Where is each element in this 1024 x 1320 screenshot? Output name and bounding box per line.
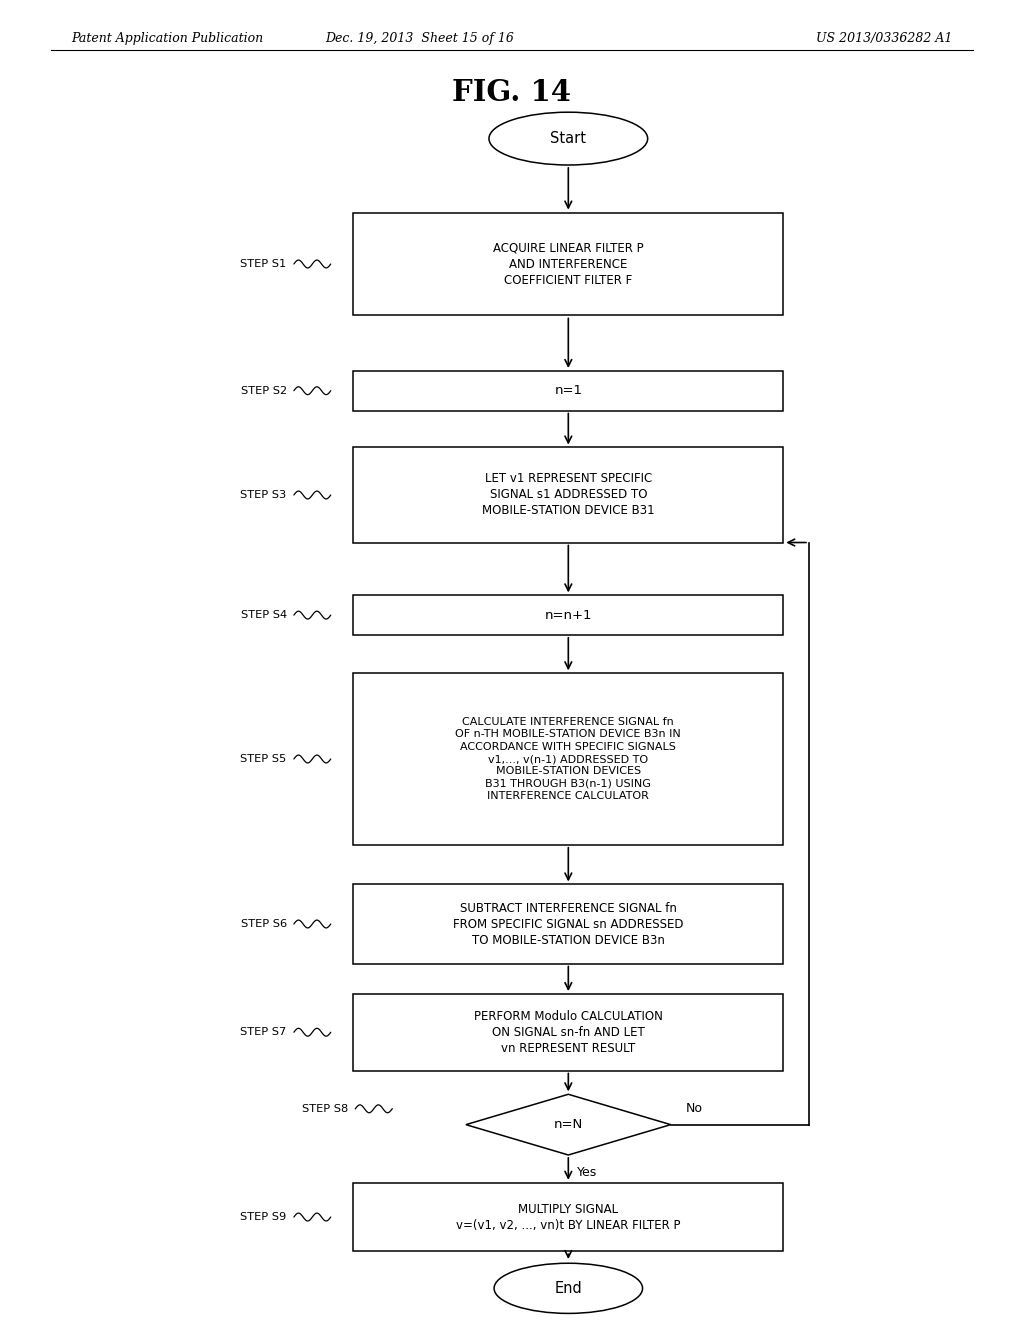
FancyBboxPatch shape	[353, 994, 783, 1071]
FancyBboxPatch shape	[353, 213, 783, 315]
Text: Yes: Yes	[577, 1166, 597, 1179]
Text: STEP S5: STEP S5	[241, 754, 287, 764]
Text: CALCULATE INTERFERENCE SIGNAL fn
OF n-TH MOBILE-STATION DEVICE B3n IN
ACCORDANCE: CALCULATE INTERFERENCE SIGNAL fn OF n-TH…	[456, 717, 681, 801]
Text: MULTIPLY SIGNAL
v=(v1, v2, ..., vn)t BY LINEAR FILTER P: MULTIPLY SIGNAL v=(v1, v2, ..., vn)t BY …	[456, 1203, 681, 1232]
Text: STEP S2: STEP S2	[241, 385, 287, 396]
Text: Start: Start	[550, 131, 587, 147]
Text: STEP S8: STEP S8	[302, 1104, 348, 1114]
FancyBboxPatch shape	[353, 371, 783, 411]
Text: n=N: n=N	[554, 1118, 583, 1131]
FancyBboxPatch shape	[353, 884, 783, 964]
Text: End: End	[554, 1280, 583, 1296]
Text: US 2013/0336282 A1: US 2013/0336282 A1	[816, 33, 952, 45]
Text: STEP S3: STEP S3	[241, 490, 287, 500]
Text: Dec. 19, 2013  Sheet 15 of 16: Dec. 19, 2013 Sheet 15 of 16	[326, 33, 514, 45]
Text: Patent Application Publication: Patent Application Publication	[72, 33, 264, 45]
FancyBboxPatch shape	[353, 673, 783, 845]
Text: ACQUIRE LINEAR FILTER P
AND INTERFERENCE
COEFFICIENT FILTER F: ACQUIRE LINEAR FILTER P AND INTERFERENCE…	[493, 242, 644, 286]
Text: PERFORM Modulo CALCULATION
ON SIGNAL sn-fn AND LET
vn REPRESENT RESULT: PERFORM Modulo CALCULATION ON SIGNAL sn-…	[474, 1010, 663, 1055]
Polygon shape	[466, 1094, 671, 1155]
Text: n=1: n=1	[554, 384, 583, 397]
Text: STEP S9: STEP S9	[241, 1212, 287, 1222]
Text: STEP S6: STEP S6	[241, 919, 287, 929]
Text: LET v1 REPRESENT SPECIFIC
SIGNAL s1 ADDRESSED TO
MOBILE-STATION DEVICE B31: LET v1 REPRESENT SPECIFIC SIGNAL s1 ADDR…	[482, 473, 654, 517]
Text: STEP S7: STEP S7	[241, 1027, 287, 1038]
Ellipse shape	[489, 112, 648, 165]
Text: FIG. 14: FIG. 14	[453, 78, 571, 107]
FancyBboxPatch shape	[353, 595, 783, 635]
Text: STEP S1: STEP S1	[241, 259, 287, 269]
FancyBboxPatch shape	[353, 447, 783, 543]
FancyBboxPatch shape	[353, 1183, 783, 1251]
Text: n=n+1: n=n+1	[545, 609, 592, 622]
Text: SUBTRACT INTERFERENCE SIGNAL fn
FROM SPECIFIC SIGNAL sn ADDRESSED
TO MOBILE-STAT: SUBTRACT INTERFERENCE SIGNAL fn FROM SPE…	[453, 902, 684, 946]
Text: No: No	[686, 1102, 703, 1115]
Ellipse shape	[494, 1263, 643, 1313]
Text: STEP S4: STEP S4	[241, 610, 287, 620]
